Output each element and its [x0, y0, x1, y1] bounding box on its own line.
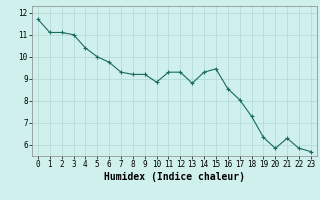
X-axis label: Humidex (Indice chaleur): Humidex (Indice chaleur)	[104, 172, 245, 182]
